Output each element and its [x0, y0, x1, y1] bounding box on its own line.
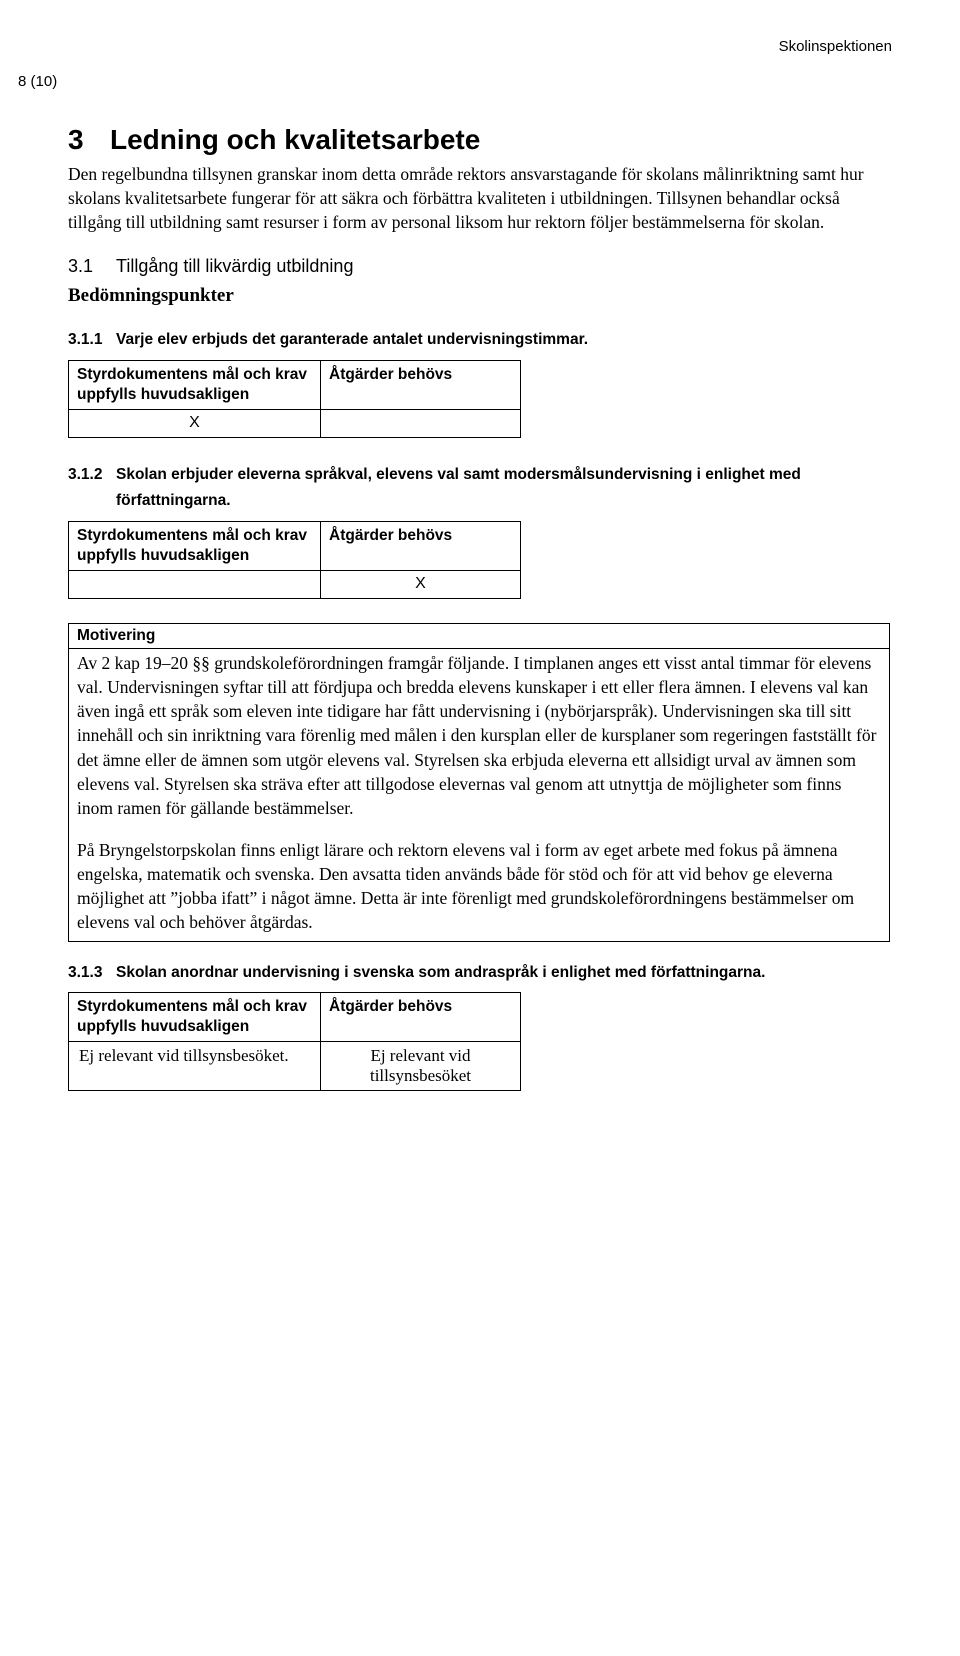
- section-number: 3: [68, 124, 110, 156]
- table-header-col1: Styrdokumentens mål och krav uppfylls hu…: [69, 360, 321, 409]
- table-header-col2: Åtgärder behövs: [321, 521, 521, 570]
- table-cell-col2: X: [321, 571, 521, 599]
- table-header-col1: Styrdokumentens mål och krav uppfylls hu…: [69, 521, 321, 570]
- item-text: Varje elev erbjuds det garanterade antal…: [116, 327, 876, 353]
- table-header-col1: Styrdokumentens mål och krav uppfylls hu…: [69, 992, 321, 1041]
- section-intro: Den regelbundna tillsynen granskar inom …: [68, 162, 892, 234]
- table-header-col2: Åtgärder behövs: [321, 992, 521, 1041]
- item-text: Skolan erbjuder eleverna språkval, eleve…: [116, 462, 876, 515]
- table-cell-col2: [321, 410, 521, 438]
- assessment-table: Styrdokumentens mål och krav uppfylls hu…: [68, 992, 521, 1091]
- section-heading: 3Ledning och kvalitetsarbete: [68, 124, 892, 156]
- item-heading: 3.1.3Skolan anordnar undervisning i sven…: [68, 960, 892, 986]
- motivation-header: Motivering: [69, 624, 890, 649]
- item-heading: 3.1.1Varje elev erbjuds det garanterade …: [68, 327, 892, 353]
- item-text: Skolan anordnar undervisning i svenska s…: [116, 960, 876, 986]
- table-cell-col1: Ej relevant vid tillsynsbesöket.: [69, 1042, 321, 1091]
- motivation-body: Av 2 kap 19–20 §§ grundskoleförordningen…: [69, 649, 890, 942]
- table-cell-col2: Ej relevant vid tillsynsbesöket: [321, 1042, 521, 1091]
- subsection-number: 3.1: [68, 256, 116, 277]
- subsection-title: Tillgång till likvärdig utbildning: [116, 256, 353, 276]
- item-heading: 3.1.2Skolan erbjuder eleverna språkval, …: [68, 462, 892, 515]
- item-number: 3.1.3: [68, 960, 116, 986]
- motivation-p1: Av 2 kap 19–20 §§ grundskoleförordningen…: [77, 651, 881, 820]
- section-title: Ledning och kvalitetsarbete: [110, 124, 480, 155]
- page-number: 8 (10): [18, 73, 892, 90]
- assessment-points-label: Bedömningspunkter: [68, 285, 892, 307]
- motivation-p2: På Bryngelstorpskolan finns enligt lärar…: [77, 838, 881, 935]
- table-cell-col1: X: [69, 410, 321, 438]
- motivation-table: Motivering Av 2 kap 19–20 §§ grundskolef…: [68, 623, 890, 942]
- assessment-table: Styrdokumentens mål och krav uppfylls hu…: [68, 521, 521, 599]
- table-header-col2: Åtgärder behövs: [321, 360, 521, 409]
- subsection-heading: 3.1Tillgång till likvärdig utbildning: [68, 256, 892, 277]
- item-number: 3.1.1: [68, 327, 116, 353]
- item-number: 3.1.2: [68, 462, 116, 488]
- assessment-table: Styrdokumentens mål och krav uppfylls hu…: [68, 360, 521, 438]
- table-cell-col1: [69, 571, 321, 599]
- header-org: Skolinspektionen: [68, 38, 892, 55]
